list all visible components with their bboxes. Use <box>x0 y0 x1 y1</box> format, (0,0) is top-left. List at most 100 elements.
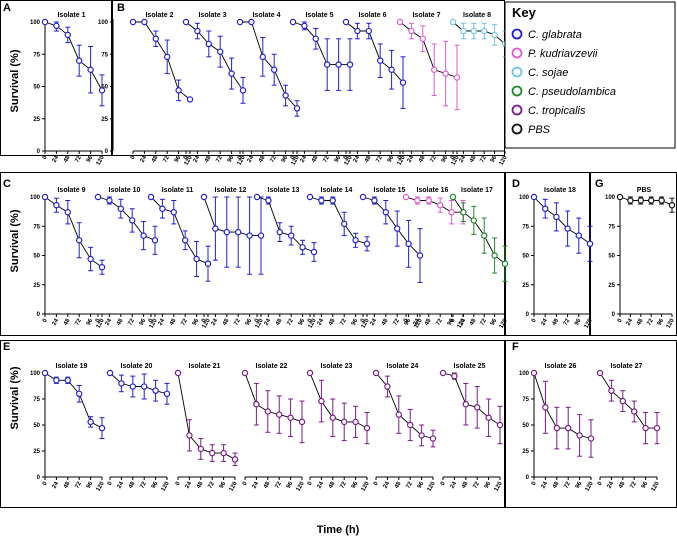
x-tick-label-isolate-10-48: 48 <box>116 317 125 326</box>
point-isolate-2-0 <box>129 18 137 26</box>
x-tick-label-isolate-9-72: 72 <box>74 317 83 326</box>
series-title-isolate-13: Isolate 13 <box>268 187 300 194</box>
point-isolate-26-48 <box>553 424 561 432</box>
x-tick-label-isolate-21-72: 72 <box>207 480 216 489</box>
y-tick-label-f-100: 100 <box>519 371 530 377</box>
series-title-isolate-18: Isolate 18 <box>544 187 576 194</box>
key-label-c-glabrata: C. glabrata <box>528 29 582 41</box>
y-axis-label-row3: Survival (%) <box>9 366 21 429</box>
x-tick-label-pbs-120: 120 <box>666 317 677 329</box>
y-tick-label-d-75: 75 <box>522 224 529 230</box>
point-isolate-2-96 <box>175 87 182 94</box>
point-isolate-7-24 <box>408 27 415 35</box>
series-title-isolate-17: Isolate 17 <box>461 187 493 194</box>
y-tick-label-e-100: 100 <box>30 371 41 377</box>
point-isolate-25-120 <box>496 421 504 429</box>
series-title-isolate-9: Isolate 9 <box>57 187 85 194</box>
point-isolate-26-96 <box>576 432 583 439</box>
y-tick-label-g-75: 75 <box>608 224 615 230</box>
x-tick-label-isolate-27-0: 0 <box>597 480 604 486</box>
series-title-isolate-20: Isolate 20 <box>121 363 153 370</box>
key-marker-c-sojae <box>511 66 523 78</box>
series-title-isolate-24: Isolate 24 <box>387 363 419 370</box>
series-line-isolate-8 <box>452 21 506 45</box>
y-tick-label-c-100: 100 <box>30 195 41 201</box>
x-tick-label-isolate-7-72: 72 <box>429 154 438 163</box>
point-isolate-4-48 <box>259 53 266 61</box>
x-tick-label-isolate-6-120: 120 <box>397 154 408 166</box>
x-tick-label-pbs-0: 0 <box>617 317 624 323</box>
x-tick-label-isolate-17-96: 96 <box>490 317 499 326</box>
point-isolate-23-0 <box>306 369 314 377</box>
y-tick-label-c-25: 25 <box>33 283 40 289</box>
point-isolate-2-48 <box>152 35 159 42</box>
point-isolate-4-72 <box>271 66 278 73</box>
panel-letter-g: G <box>595 178 604 190</box>
x-tick-label-isolate-22-120: 120 <box>296 480 307 492</box>
point-isolate-3-120 <box>239 87 247 94</box>
x-tick-label-isolate-22-48: 48 <box>263 480 272 489</box>
point-isolate-21-0 <box>174 369 182 377</box>
series-line-isolate-26 <box>533 372 592 439</box>
point-pbs-96 <box>658 197 665 204</box>
point-isolate-9-120 <box>98 264 106 271</box>
x-tick-label-isolate-4-24: 24 <box>247 154 256 163</box>
point-isolate-27-48 <box>619 397 627 405</box>
series-title-isolate-12: Isolate 12 <box>215 187 247 194</box>
point-pbs-48 <box>637 197 645 204</box>
x-tick-label-isolate-8-72: 72 <box>479 154 488 163</box>
y-tick-label-d-0: 0 <box>526 312 530 318</box>
x-tick-label-isolate-3-24: 24 <box>193 154 202 163</box>
key-label-p-kudriavzevii: P. kudriavzevii <box>528 48 598 60</box>
point-isolate-10-0 <box>94 193 102 201</box>
y-tick-label-g-50: 50 <box>608 254 615 260</box>
y-tick-label-c-75: 75 <box>33 224 40 230</box>
point-isolate-17-48 <box>470 217 477 224</box>
y-tick-label-d-100: 100 <box>519 195 530 201</box>
x-tick-label-isolate-18-48: 48 <box>552 317 561 326</box>
series-title-isolate-8: Isolate 8 <box>463 12 491 19</box>
x-tick-label-isolate-5-24: 24 <box>300 154 309 163</box>
point-isolate-15-48 <box>382 209 389 216</box>
series-pbs: PBS 0 24 48 72 96 120 <box>616 187 677 330</box>
point-isolate-18-0 <box>530 193 538 201</box>
x-tick-label-isolate-22-24: 24 <box>252 480 261 489</box>
x-tick-label-isolate-16-72: 72 <box>435 317 444 326</box>
series-isolate-15: Isolate 150 24 48 72 96 120 <box>359 187 424 330</box>
x-tick-label-isolate-16-24: 24 <box>413 317 422 326</box>
point-isolate-3-0 <box>182 18 190 26</box>
series-isolate-22: Isolate 22 0 24 48 72 96 120 <box>241 363 307 493</box>
point-isolate-17-96 <box>491 252 498 259</box>
point-isolate-8-72 <box>481 27 488 35</box>
point-isolate-2-120 <box>186 96 194 103</box>
series-isolate-16: Isolate 160 24 48 72 96 120 <box>402 187 467 330</box>
x-tick-label-isolate-13-48: 48 <box>275 317 284 326</box>
x-tick-label-isolate-7-24: 24 <box>407 154 416 163</box>
series-isolate-20: Isolate 20 0 24 48 72 96 120 <box>106 363 171 493</box>
key-marker-c-pseudolambica <box>511 85 523 97</box>
point-isolate-8-48 <box>470 27 477 35</box>
point-isolate-12-48 <box>223 228 230 236</box>
key-marker-p-kudriavzevii <box>511 47 523 59</box>
point-isolate-21-72 <box>208 449 216 457</box>
point-isolate-5-120 <box>346 61 354 68</box>
x-tick-label-isolate-20-24: 24 <box>117 480 126 489</box>
key-label-c-pseudolambica: C. pseudolambica <box>528 86 616 98</box>
x-tick-label-isolate-2-0: 0 <box>130 154 137 160</box>
point-isolate-6-0 <box>342 18 350 26</box>
point-isolate-24-120 <box>429 435 437 442</box>
x-tick-label-isolate-11-120: 120 <box>202 317 213 329</box>
x-tick-label-isolate-9-24: 24 <box>52 317 61 326</box>
point-isolate-25-48 <box>462 401 469 408</box>
y-tick-label-g-100: 100 <box>605 195 616 201</box>
point-isolate-11-24 <box>159 205 166 212</box>
x-tick-label-isolate-18-96: 96 <box>574 317 583 326</box>
point-isolate-13-24 <box>265 197 272 204</box>
x-tick-label-isolate-10-0: 0 <box>95 317 102 323</box>
point-isolate-19-0 <box>41 369 49 377</box>
x-tick-label-isolate-8-48: 48 <box>469 154 478 163</box>
y-tick-label-f-25: 25 <box>522 449 529 455</box>
point-isolate-27-120 <box>653 424 661 432</box>
x-tick-label-isolate-26-0: 0 <box>531 480 538 486</box>
x-tick-label-isolate-20-0: 0 <box>107 480 114 486</box>
